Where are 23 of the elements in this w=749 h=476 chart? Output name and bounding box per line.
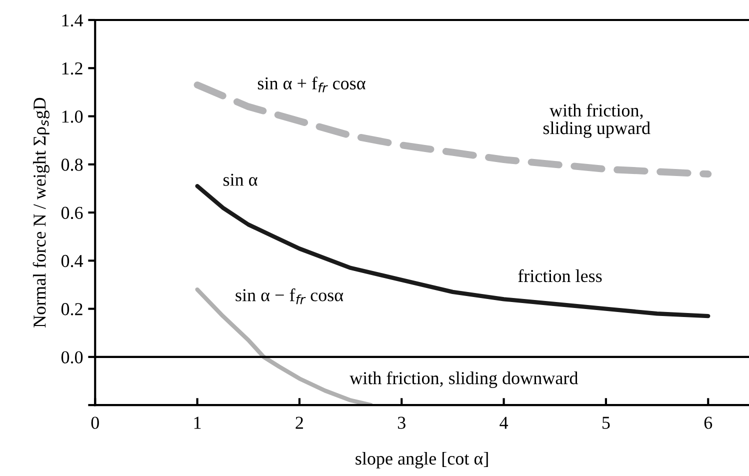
y-tick-label: 0.4 xyxy=(61,254,84,268)
x-axis-title: slope angle [cot α] xyxy=(356,452,488,468)
y-tick-label: 0.8 xyxy=(61,158,83,171)
y-tick-label: 0.2 xyxy=(61,303,82,316)
annotation: friction less xyxy=(518,269,602,282)
y-tick-label: 1.4 xyxy=(62,14,84,27)
x-tick-label: 2 xyxy=(296,416,303,429)
x-tick-label: 3 xyxy=(398,416,406,429)
annotation: sin α xyxy=(224,174,258,186)
annotation: sin α + f$_{fr}$ cosα xyxy=(258,76,366,92)
y-tick-label: 0.0 xyxy=(61,351,83,364)
x-tick-label: 6 xyxy=(704,416,712,429)
x-tick-label: 4 xyxy=(500,416,508,429)
y-tick-label: 1.0 xyxy=(62,110,83,123)
x-tick-label: 1 xyxy=(194,416,201,429)
y-tick-label: 1.2 xyxy=(62,62,82,75)
y-tick-label: 0.6 xyxy=(61,206,83,220)
x-tick-label: 5 xyxy=(602,416,610,429)
annotation: with friction, sliding upward xyxy=(543,104,650,138)
annotation: sin α − f$_{fr}$ cosα xyxy=(236,288,344,304)
annotation: with friction, sliding downward xyxy=(350,371,578,388)
y-axis-title: Normal force N / weight Σρ$_{s}$gD xyxy=(32,98,50,328)
x-tick-label: 0 xyxy=(91,416,99,429)
